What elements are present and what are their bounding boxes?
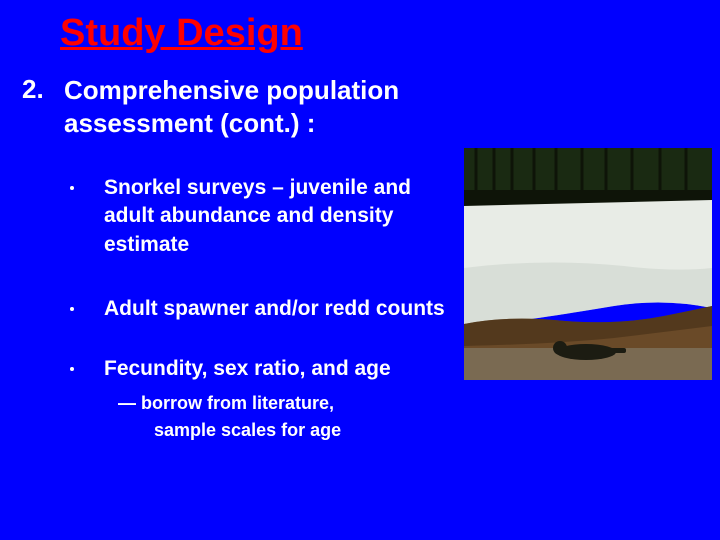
list-item: Adult spawner and/or redd counts <box>70 295 450 323</box>
b1-line1: Snorkel surveys – juvenile and <box>104 176 411 199</box>
bullet-icon <box>70 307 74 311</box>
sub-line-2: sample scales for age <box>118 417 450 444</box>
list-item: Snorkel surveys – juvenile and adult abu… <box>70 174 450 259</box>
bullet-text-2: Adult spawner and/or redd counts <box>104 295 445 323</box>
heading-line-2: assessment (cont.) : <box>64 108 315 138</box>
bullet-text-3: Fecundity, sex ratio, and age <box>104 355 391 383</box>
bullet-icon <box>70 186 74 190</box>
bullet-icon <box>70 367 74 371</box>
bullet-text-1: Snorkel surveys – juvenile and adult abu… <box>104 174 411 259</box>
list-item: Fecundity, sex ratio, and age <box>70 355 450 383</box>
b1-line3: estimate <box>104 233 189 256</box>
bullet-list: Snorkel surveys – juvenile and adult abu… <box>70 174 450 444</box>
sub-line-1: — borrow from literature, <box>118 390 450 417</box>
b1-line2: adult abundance and density <box>104 204 393 227</box>
list-number: 2. <box>22 74 44 105</box>
slide-title: Study Design <box>60 12 303 55</box>
sub-list: — borrow from literature, sample scales … <box>118 390 450 444</box>
section-heading: Comprehensive population assessment (con… <box>64 74 399 139</box>
side-photo <box>464 148 712 380</box>
heading-line-1: Comprehensive population <box>64 75 399 105</box>
